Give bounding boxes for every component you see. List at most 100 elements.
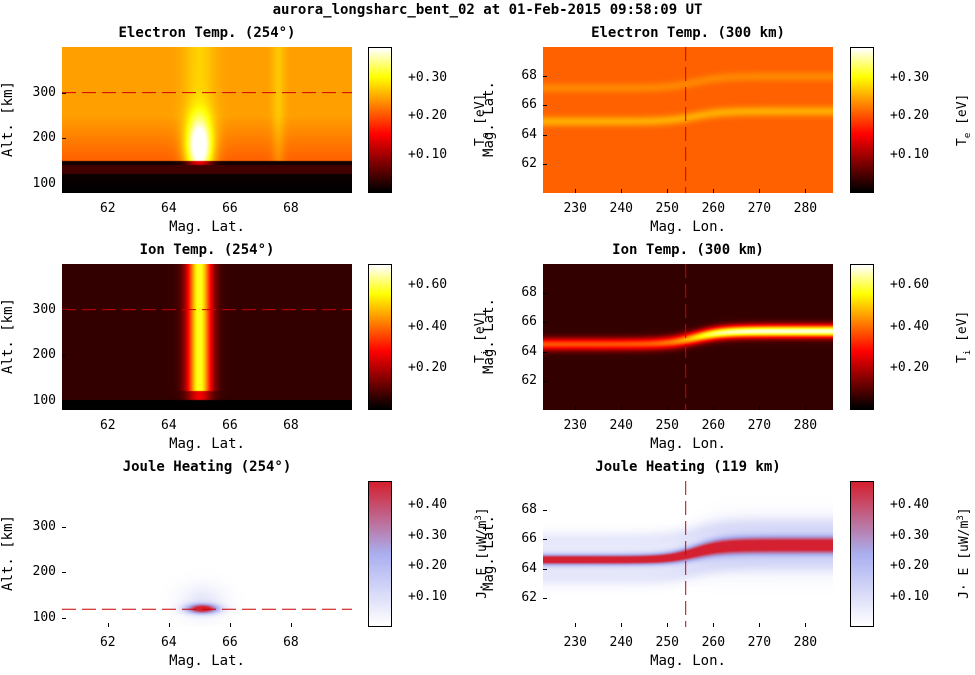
colorbar-label-main: T [955, 355, 971, 363]
x-tick-mark [713, 406, 715, 410]
x-tick-label: 66 [222, 418, 238, 433]
y-tick-mark [62, 309, 66, 311]
y-tick-label: 100 [32, 392, 56, 408]
x-tick-mark [759, 189, 761, 193]
panel-title: Ion Temp. (300 km) [612, 242, 764, 258]
y-axis-label: Alt. [km] [0, 515, 16, 591]
cut-line-0 [62, 92, 352, 94]
x-tick-label: 230 [563, 201, 587, 216]
colorbar-tick-label: +0.30 [408, 527, 448, 543]
colorbar-label-sub: i [962, 349, 973, 356]
x-tick-mark [759, 406, 761, 410]
x-axis-label: Mag. Lon. [650, 653, 726, 669]
x-tick-label: 270 [747, 418, 772, 433]
y-tick-mark [62, 138, 66, 140]
x-tick-label: 250 [655, 418, 680, 433]
x-tick-mark [168, 406, 170, 410]
x-tick-mark [805, 623, 807, 627]
x-tick-mark [107, 189, 109, 193]
x-axis-label: Mag. Lat. [169, 653, 245, 669]
y-tick-label: 200 [32, 347, 56, 363]
y-tick-label: 300 [32, 84, 56, 100]
x-tick-label: 270 [747, 635, 772, 650]
figure-title: aurora_longsharc_bent_02 at 01-Feb-2015 … [272, 2, 703, 18]
panel-title: Joule Heating (254°) [122, 459, 292, 475]
colorbar-label-end: ] [957, 507, 973, 516]
y-axis-label: Mag. Lat. [481, 515, 497, 591]
colorbar-tick-label: +0.30 [408, 69, 448, 85]
x-tick-mark [713, 189, 715, 193]
y-tick-label: 66 [521, 531, 537, 547]
x-tick-label: 64 [161, 418, 177, 433]
panel-title: Joule Heating (119 km) [595, 459, 781, 475]
panel-title: Electron Temp. (254°) [118, 25, 296, 41]
x-axis-label: Mag. Lat. [169, 436, 245, 452]
y-tick-mark [62, 400, 66, 402]
x-tick-label: 66 [222, 635, 238, 650]
x-tick-label: 250 [655, 635, 680, 650]
y-tick-label: 62 [521, 589, 537, 605]
y-tick-mark [543, 351, 547, 353]
y-tick-mark [543, 510, 547, 512]
x-tick-label: 240 [609, 418, 633, 433]
heatmap-4 [62, 481, 352, 627]
x-tick-label: 280 [793, 201, 818, 216]
x-axis-label: Mag. Lat. [169, 219, 245, 235]
heatmap-5 [543, 481, 833, 627]
y-tick-mark [62, 526, 66, 528]
x-tick-label: 250 [655, 201, 680, 216]
colorbar-tick-label: +0.20 [890, 360, 930, 376]
colorbar-tick-label: +0.60 [890, 276, 930, 292]
heatmap-1 [543, 47, 833, 193]
colorbar-label-main: T [955, 138, 971, 146]
y-tick-label: 68 [521, 502, 537, 518]
cut-line-4 [62, 608, 352, 610]
cut-line-2 [62, 309, 352, 311]
y-tick-label: 300 [32, 301, 56, 317]
y-tick-mark [543, 380, 547, 382]
x-tick-mark [575, 623, 577, 627]
x-tick-mark [621, 623, 623, 627]
x-tick-mark [229, 406, 231, 410]
panel-title: Ion Temp. (254°) [139, 242, 275, 258]
colorbar-5 [850, 481, 874, 627]
x-tick-mark [805, 189, 807, 193]
x-tick-label: 240 [609, 201, 633, 216]
colorbar-tick-label: +0.60 [408, 276, 448, 292]
colorbar-4 [368, 481, 392, 627]
y-axis-label: Mag. Lat. [481, 298, 497, 374]
y-tick-mark [62, 572, 66, 574]
colorbar-tick-label: +0.20 [890, 558, 930, 574]
colorbar-tick-label: +0.40 [890, 318, 930, 334]
colorbar-label-main: J· E [uW/m [957, 520, 973, 599]
y-tick-mark [62, 92, 66, 94]
x-tick-label: 62 [99, 418, 116, 433]
y-tick-mark [543, 568, 547, 570]
x-tick-mark [667, 406, 669, 410]
colorbar-label-sub: e [962, 132, 973, 139]
y-tick-label: 64 [521, 343, 537, 359]
x-tick-mark [107, 623, 109, 627]
colorbar-tick-label: +0.40 [890, 497, 930, 513]
x-tick-mark [229, 189, 231, 193]
y-tick-label: 300 [32, 518, 56, 534]
y-tick-label: 64 [521, 126, 537, 142]
x-tick-mark [805, 406, 807, 410]
colorbar-label: Ti [eV] [955, 277, 973, 397]
colorbar-1 [850, 47, 874, 193]
x-tick-mark [667, 623, 669, 627]
panel-title: Electron Temp. (300 km) [591, 25, 785, 41]
x-tick-mark [575, 189, 577, 193]
colorbar-tick-label: +0.30 [890, 527, 930, 543]
colorbar-tick-label: +0.20 [408, 108, 448, 124]
y-tick-mark [543, 293, 547, 295]
y-tick-label: 100 [32, 175, 56, 191]
colorbar-tick-label: +0.40 [408, 497, 448, 513]
colorbar-tick-label: +0.20 [890, 108, 930, 124]
y-tick-label: 68 [521, 285, 537, 301]
colorbar-0 [368, 47, 392, 193]
colorbar-tick-label: +0.10 [408, 588, 448, 604]
x-tick-label: 260 [701, 418, 726, 433]
y-tick-mark [543, 76, 547, 78]
cut-line-3 [685, 264, 687, 410]
